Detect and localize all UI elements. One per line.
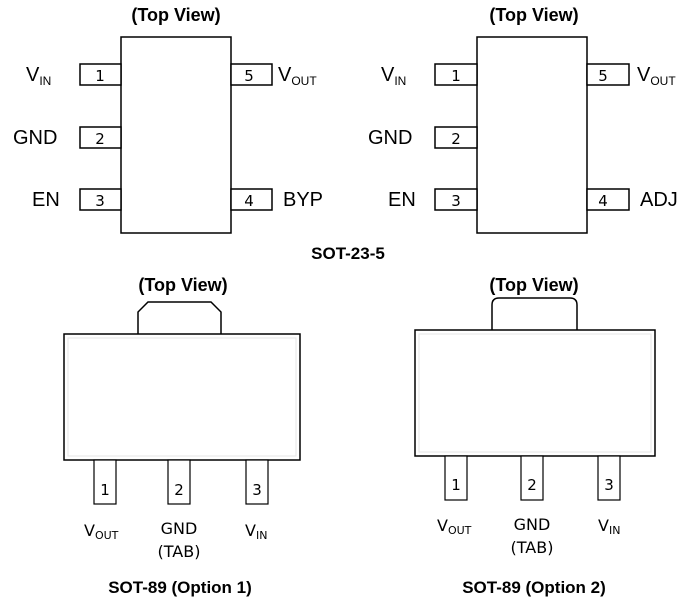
pin-2-label: GND: [514, 515, 551, 534]
pin-3-number: 3: [95, 192, 105, 210]
pin-2-label: GND: [368, 127, 412, 149]
pin-3-label: EN: [388, 189, 416, 211]
pin-2-number: 2: [527, 476, 537, 494]
pin-3-label: EN: [32, 189, 60, 211]
pin-3: [79, 188, 122, 211]
pin-5: [586, 63, 630, 86]
sot89-option1-package: (Top View) 1 2 3 VOUT GND (TAB) VIN SOT-…: [63, 275, 301, 597]
pin-2: [79, 126, 122, 149]
pin-1-label: VOUT: [84, 521, 119, 542]
pin-4-number: 4: [598, 192, 608, 210]
tab: [137, 301, 222, 334]
pin-3: [245, 459, 269, 505]
pin-1-label: VOUT: [437, 516, 472, 537]
top-view-label: (Top View): [489, 275, 578, 295]
pin-3-number: 3: [252, 481, 262, 499]
body-inner-outline: [67, 337, 297, 457]
pin-2: [520, 455, 544, 501]
pin-1: [444, 455, 468, 501]
pin-2-number: 2: [95, 130, 105, 148]
pin-4-number: 4: [244, 192, 254, 210]
pin-3-number: 3: [604, 476, 614, 494]
pin-4: [586, 188, 630, 211]
pin-4-label: BYP: [283, 189, 323, 211]
ic-body: [63, 333, 301, 461]
pin-2-label: GND: [161, 519, 198, 538]
pin-3: [597, 455, 621, 501]
top-view-label: (Top View): [131, 5, 220, 25]
pin-3: [434, 188, 478, 211]
pin-2: [167, 459, 191, 505]
pin-2-note: (TAB): [511, 538, 554, 557]
pin-1-number: 1: [451, 67, 461, 85]
pin-4: [230, 188, 273, 211]
pin-5-label: VOUT: [278, 64, 317, 88]
body-inner-outline: [418, 333, 652, 453]
pin-2-number: 2: [174, 481, 184, 499]
sot23-left-package: (Top View) 1 VIN 2 GND 3 EN 5 VOUT 4 BYP: [13, 5, 323, 234]
pin-3-label: VIN: [245, 521, 267, 542]
pin-5: [230, 63, 273, 86]
pin-3-number: 3: [451, 192, 461, 210]
pin-1: [434, 63, 478, 86]
pin-5-number: 5: [244, 67, 254, 85]
pin-1-label: VIN: [381, 64, 406, 88]
top-view-label: (Top View): [138, 275, 227, 295]
tab: [491, 297, 578, 330]
pin-1: [93, 459, 117, 505]
ic-body: [414, 329, 656, 457]
sot23-right-package: (Top View) 1 VIN 2 GND 3 EN 5 VOUT 4 ADJ: [368, 5, 678, 234]
pin-2-label: GND: [13, 127, 57, 149]
package-caption: SOT-89 (Option 1): [108, 578, 252, 597]
pin-1-number: 1: [100, 481, 110, 499]
sot23-caption: SOT-23-5: [311, 244, 385, 263]
pin-5-label: VOUT: [637, 64, 676, 88]
ic-body: [476, 36, 588, 234]
pin-2-number: 2: [451, 130, 461, 148]
sot89-option2-package: (Top View) 1 2 3 VOUT GND (TAB) VIN SOT-…: [414, 275, 656, 597]
pin-1-number: 1: [451, 476, 461, 494]
pin-1-number: 1: [95, 67, 105, 85]
pin-1-label: VIN: [26, 64, 51, 88]
pin-2: [434, 126, 478, 149]
top-view-label: (Top View): [489, 5, 578, 25]
pin-5-number: 5: [598, 67, 608, 85]
pin-1: [79, 63, 122, 86]
pin-2-note: (TAB): [158, 542, 201, 561]
ic-body: [120, 36, 232, 234]
package-caption: SOT-89 (Option 2): [462, 578, 606, 597]
pin-4-label: ADJ: [640, 189, 678, 211]
pin-3-label: VIN: [598, 516, 620, 537]
